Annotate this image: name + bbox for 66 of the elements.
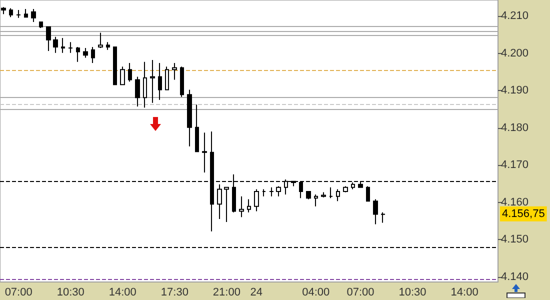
x-tick-label: 21:00 [212,286,240,298]
candlestick [172,62,177,80]
candlestick [314,194,318,207]
candlestick [158,62,162,100]
candlestick [262,188,266,197]
candlestick [106,42,110,50]
candlestick [254,188,259,212]
y-tick-label: 4.140 [501,270,529,283]
x-tick-label: 07:00 [346,286,374,298]
x-tick-label: 04:00 [302,286,330,298]
candlestick [91,46,95,64]
candlestick [31,8,36,22]
candlestick [247,198,251,213]
candlestick [113,46,117,86]
candlestick [269,186,274,197]
candlestick [180,66,184,98]
x-tick-label: 14:00 [450,286,478,298]
candlestick [53,36,58,54]
y-tick-label: 4.200 [501,47,529,60]
y-tick-label: 4.150 [501,234,529,246]
x-tick-label: 10:30 [398,286,426,298]
candlestick [76,46,80,62]
candlestick [83,48,88,58]
candlestick [1,6,6,15]
candlestick [329,186,333,199]
candlestick [224,186,229,223]
candlestick [150,59,155,104]
x-tick-label: 10:30 [56,286,84,298]
candlestick [210,131,214,232]
candlestick [381,212,385,224]
candlestick [165,66,169,90]
candlestick [202,132,207,173]
candlestick [306,190,311,200]
candlestick [24,8,28,18]
candlestick [336,188,340,202]
candlestick [46,26,51,52]
y-tick-label: 4.180 [501,122,529,134]
candlestick [120,66,125,86]
candlestick [276,186,281,197]
y-tick-label: 4.210 [501,10,529,22]
y-tick-label: 4.160 [501,196,529,208]
candlestick [61,37,65,54]
candlestick [351,182,355,190]
candlestick [128,62,132,82]
y-tick-label: 4.190 [501,84,529,97]
candlestick [135,76,140,108]
candlestick [187,89,192,147]
y-tick-label: 4.170 [501,159,529,172]
x-tick-label: 17:30 [160,286,188,298]
candlestick [98,32,103,49]
candlestick [217,184,222,220]
candlestick [239,196,244,218]
candlestick [373,198,378,225]
candlestick [39,21,43,28]
candlestick [195,104,199,152]
candlestick [143,61,147,108]
text: 4.156,75 [502,208,545,220]
x-tick-label: 14:00 [108,286,136,298]
x-tick-label: 07:00 [4,286,32,298]
candlestick [321,192,326,198]
candlestick [366,186,370,202]
x-tick-label: 24 [250,286,263,298]
candlestick [68,42,73,54]
candlestick [343,186,348,193]
candlestick [9,8,13,18]
candlestick [16,10,21,18]
